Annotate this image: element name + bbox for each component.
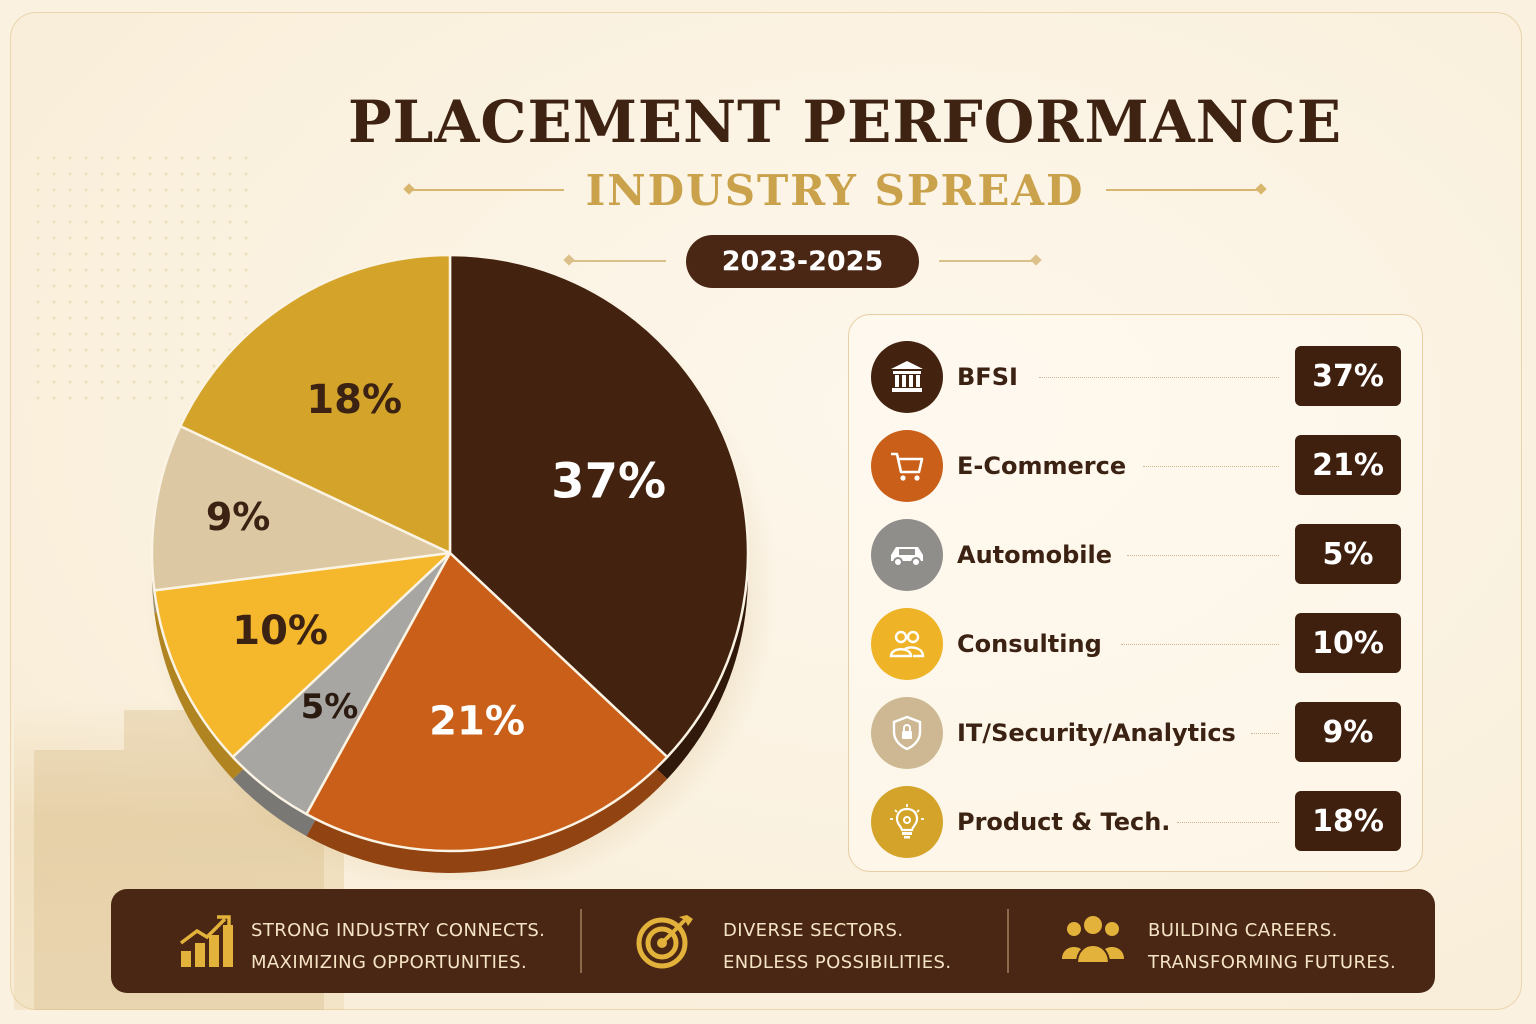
pie-data-label: 5% <box>301 687 359 727</box>
team-icon <box>1062 916 1124 964</box>
footer-line-2: MAXIMIZING OPPORTUNITIES. <box>251 952 528 973</box>
legend-label: BFSI <box>957 363 1018 391</box>
footer-text: BUILDING CAREERS. TRANSFORMING FUTURES. <box>1148 915 1396 979</box>
legend-label: Automobile <box>957 541 1113 569</box>
shield-lock-icon <box>871 697 943 769</box>
pie-data-label: 21% <box>429 699 525 745</box>
legend-leader-line <box>1127 555 1279 556</box>
pie-slice-consulting <box>153 551 452 759</box>
page-title: PLACEMENT PERFORMANCE <box>347 88 1343 156</box>
legend-label: IT/Security/Analytics <box>957 719 1236 747</box>
legend-value: 9% <box>1295 702 1401 762</box>
footer-line-2: TRANSFORMING FUTURES. <box>1148 952 1397 973</box>
legend-value: 37% <box>1295 346 1401 406</box>
legend-item-it-security-analytics: IT/Security/Analytics 9% <box>871 697 1401 769</box>
lightbulb-icon <box>871 786 943 858</box>
legend-label: Consulting <box>957 630 1102 658</box>
pie-slice-e-commerce <box>305 551 669 853</box>
subtitle-rule-left <box>405 189 564 191</box>
legend-leader-line <box>1251 733 1279 734</box>
period-badge: 2023-2025 <box>685 234 920 288</box>
legend-leader-line <box>1121 644 1279 645</box>
target-icon <box>636 915 693 969</box>
car-icon <box>871 519 943 591</box>
legend-value: 18% <box>1295 791 1401 851</box>
legend-item-e-commerce: E-Commerce 21% <box>871 430 1401 502</box>
period-row: 2023-2025 <box>565 234 1040 288</box>
legend-label: Product & Tech. <box>957 808 1171 836</box>
pie-slice-it-security-analytics <box>150 424 452 592</box>
page-subtitle: INDUSTRY SPREAD <box>585 165 1085 215</box>
footer-divider <box>1007 909 1009 973</box>
pie-slices <box>150 253 750 853</box>
pie-chart: 37% 21% 5% 10% 9% 18% <box>146 253 778 880</box>
pie-data-label: 9% <box>206 495 271 539</box>
pie-slice-bfsi <box>448 253 750 759</box>
legend-item-consulting: Consulting 10% <box>871 608 1401 680</box>
legend-leader-line <box>1143 466 1279 467</box>
footer-item-sectors: DIVERSE SECTORS. ENDLESS POSSIBILITIES. <box>581 889 1008 993</box>
pie-data-label: 18% <box>306 377 402 423</box>
legend-value: 5% <box>1295 524 1401 584</box>
footer-line-1: DIVERSE SECTORS. <box>723 920 904 941</box>
legend-value: 21% <box>1295 435 1401 495</box>
footer-item-connects: STRONG INDUSTRY CONNECTS. MAXIMIZING OPP… <box>111 889 581 993</box>
footer-text: DIVERSE SECTORS. ENDLESS POSSIBILITIES. <box>723 915 951 979</box>
shopping-cart-icon <box>871 430 943 502</box>
legend-label: E-Commerce <box>957 452 1127 480</box>
footer-line-1: BUILDING CAREERS. <box>1148 920 1338 941</box>
pie-data-labels: 37% 21% 5% 10% 9% 18% <box>206 377 666 745</box>
pie-data-label: 37% <box>551 453 666 509</box>
growth-chart-icon <box>179 915 233 967</box>
subtitle-row: INDUSTRY SPREAD <box>405 162 1266 218</box>
legend-item-product-tech: Product & Tech. 18% <box>871 786 1401 858</box>
people-icon <box>871 608 943 680</box>
pie-data-label: 10% <box>232 608 328 654</box>
period-rule-left <box>565 260 666 262</box>
legend-item-bfsi: BFSI 37% <box>871 341 1401 413</box>
footer-line-2: ENDLESS POSSIBILITIES. <box>723 952 952 973</box>
legend-leader-line <box>1177 822 1279 823</box>
subtitle-rule-right <box>1106 189 1266 191</box>
footer-text: STRONG INDUSTRY CONNECTS. MAXIMIZING OPP… <box>251 915 545 979</box>
footer-divider <box>580 909 582 973</box>
footer-line-1: STRONG INDUSTRY CONNECTS. <box>251 920 546 941</box>
legend-leader-line <box>1039 377 1279 378</box>
bank-icon <box>871 341 943 413</box>
period-rule-right <box>939 260 1040 262</box>
pie-slice-product-tech <box>179 253 452 555</box>
legend-panel: BFSI 37% E-Commerce 21% Automobile 5% Co… <box>848 314 1423 872</box>
legend-item-automobile: Automobile 5% <box>871 519 1401 591</box>
dot-pattern-decoration <box>30 150 260 400</box>
footer-item-careers: BUILDING CAREERS. TRANSFORMING FUTURES. <box>1008 889 1435 993</box>
legend-value: 10% <box>1295 613 1401 673</box>
footer-banner: STRONG INDUSTRY CONNECTS. MAXIMIZING OPP… <box>111 889 1435 993</box>
